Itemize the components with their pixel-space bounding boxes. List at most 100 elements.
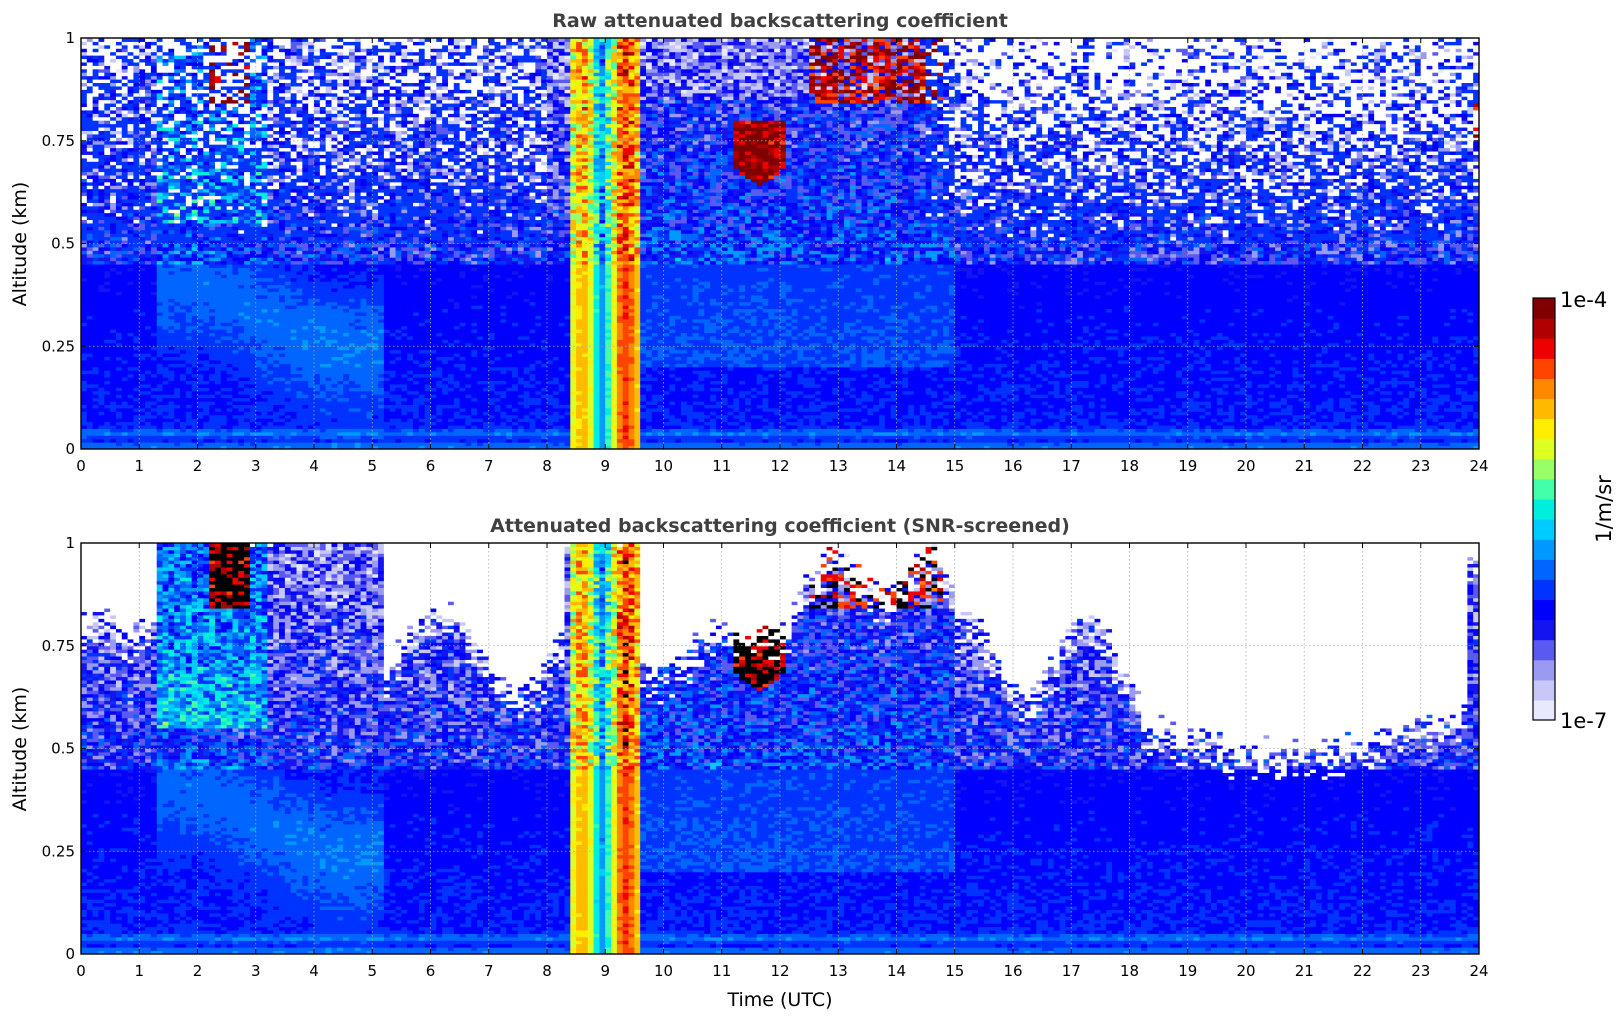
heatmap-cell: [221, 281, 227, 285]
heatmap-cell: [273, 295, 279, 299]
heatmap-cell: [163, 65, 169, 69]
heatmap-cell: [87, 55, 93, 59]
heatmap-cell: [238, 363, 244, 367]
heatmap-cell: [198, 278, 204, 282]
heatmap-cell: [297, 168, 303, 172]
heatmap-cell: [81, 124, 87, 128]
heatmap-cell: [279, 247, 285, 251]
heatmap-cell: [116, 312, 122, 316]
heatmap-cell: [128, 89, 134, 93]
heatmap-cell: [215, 209, 221, 213]
heatmap-cell: [174, 59, 180, 63]
heatmap-cell: [285, 435, 291, 439]
heatmap-cell: [174, 237, 180, 241]
heatmap-cell: [98, 199, 104, 203]
heatmap-cell: [128, 336, 134, 340]
heatmap-cell: [104, 298, 110, 302]
heatmap-cell: [291, 350, 297, 354]
heatmap-cell: [291, 93, 297, 97]
heatmap-cell: [174, 185, 180, 189]
heatmap-cell: [267, 343, 273, 347]
heatmap-cell: [98, 295, 104, 299]
heatmap-cell: [128, 387, 134, 391]
heatmap-cell: [133, 257, 139, 261]
heatmap-cell: [302, 72, 308, 76]
heatmap-cell: [221, 62, 227, 66]
heatmap-cell: [192, 196, 198, 200]
heatmap-cell: [98, 107, 104, 111]
heatmap-cell: [209, 209, 215, 213]
heatmap-cell: [285, 309, 291, 313]
heatmap-cell: [209, 278, 215, 282]
heatmap-cell: [104, 319, 110, 323]
heatmap-cell: [285, 86, 291, 90]
heatmap-cell: [314, 398, 320, 402]
heatmap-cell: [262, 189, 268, 193]
heatmap-cell: [273, 336, 279, 340]
heatmap-cell: [198, 271, 204, 275]
heatmap-cell: [250, 192, 256, 196]
heatmap-cell: [203, 254, 209, 258]
heatmap-cell: [151, 322, 157, 326]
heatmap-cell: [174, 302, 180, 306]
heatmap-cell: [279, 185, 285, 189]
heatmap-cell: [209, 59, 215, 63]
heatmap-cell: [198, 257, 204, 261]
heatmap-cell: [221, 148, 227, 152]
heatmap-cell: [291, 267, 297, 271]
heatmap-cell: [232, 141, 238, 145]
heatmap-cell: [267, 374, 273, 378]
heatmap-cell: [244, 281, 250, 285]
heatmap-cell: [174, 298, 180, 302]
heatmap-cell: [227, 267, 233, 271]
heatmap-cell: [174, 72, 180, 76]
heatmap-cell: [186, 384, 192, 388]
heatmap-cell: [180, 52, 186, 56]
heatmap-cell: [110, 257, 116, 261]
heatmap-cell: [87, 103, 93, 107]
heatmap-cell: [186, 41, 192, 45]
heatmap-cell: [157, 52, 163, 56]
heatmap-cell: [250, 216, 256, 220]
heatmap-cell: [81, 278, 87, 282]
heatmap-cell: [128, 295, 134, 299]
heatmap-cell: [302, 223, 308, 227]
heatmap-cell: [151, 93, 157, 97]
heatmap-cell: [186, 398, 192, 402]
heatmap-cell: [256, 309, 262, 313]
heatmap-cell: [192, 281, 198, 285]
heatmap-cell: [256, 422, 262, 426]
heatmap-cell: [279, 120, 285, 124]
heatmap-cell: [192, 367, 198, 371]
heatmap-cell: [285, 281, 291, 285]
heatmap-cell: [267, 401, 273, 405]
heatmap-cell: [250, 408, 256, 412]
heatmap-cell: [250, 346, 256, 350]
heatmap-cell: [244, 339, 250, 343]
heatmap-cell: [285, 432, 291, 436]
heatmap-cell: [174, 309, 180, 313]
heatmap-cell: [116, 120, 122, 124]
heatmap-cell: [198, 391, 204, 395]
heatmap-cell: [262, 175, 268, 179]
heatmap-cell: [256, 172, 262, 176]
heatmap-cell: [279, 124, 285, 128]
heatmap-cell: [180, 442, 186, 446]
heatmap-cell: [232, 288, 238, 292]
heatmap-cell: [110, 120, 116, 124]
heatmap-cell: [291, 357, 297, 361]
heatmap-cell: [314, 182, 320, 186]
heatmap-cell: [163, 329, 169, 333]
heatmap-cell: [110, 363, 116, 367]
heatmap-cell: [244, 250, 250, 254]
heatmap-cell: [238, 298, 244, 302]
heatmap-cell: [186, 432, 192, 436]
heatmap-cell: [110, 216, 116, 220]
heatmap-cell: [279, 254, 285, 258]
heatmap-cell: [174, 271, 180, 275]
heatmap-cell: [168, 216, 174, 220]
heatmap-cell: [180, 432, 186, 436]
heatmap-cell: [244, 130, 250, 134]
heatmap-cell: [192, 244, 198, 248]
heatmap-cell: [192, 165, 198, 169]
